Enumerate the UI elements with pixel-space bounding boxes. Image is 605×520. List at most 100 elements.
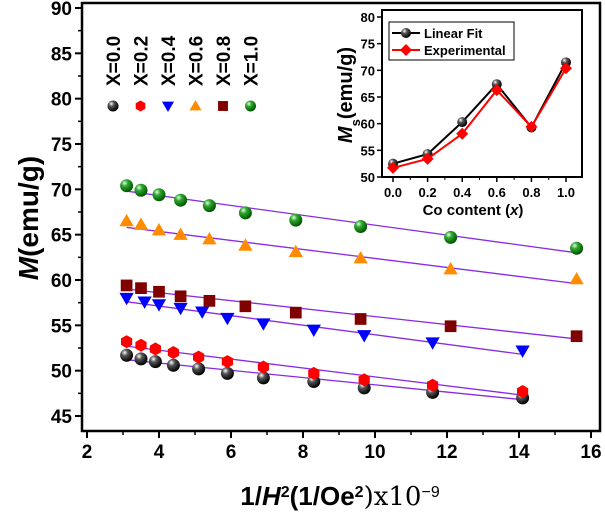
- y-tick-label: 50: [51, 362, 72, 383]
- inset-y-tick-label: 65: [361, 90, 375, 105]
- fit-line: [126, 359, 523, 401]
- data-point: [153, 285, 165, 298]
- inset-x-tick-label: 0.4: [453, 185, 472, 200]
- y-tick-label: 85: [51, 44, 73, 65]
- data-point: [151, 222, 167, 236]
- data-point: [357, 330, 372, 343]
- main-plot: 2 4 6 8 10 12 14 16455055606570758085901/H2(1/O…: [13, 0, 602, 512]
- fit-line: [126, 345, 523, 396]
- inset-y-tick-label: 70: [361, 63, 375, 78]
- inset-data-point: [421, 152, 434, 165]
- inset-x-tick-label: 0.8: [522, 185, 540, 200]
- x-tick-label: 14: [508, 442, 530, 463]
- inset-series-experimental: [387, 62, 572, 174]
- data-point: [443, 261, 458, 275]
- x-axis-label-part: 2: [281, 484, 290, 501]
- x-tick-label: 4: [154, 442, 165, 463]
- inset-x-axis-label-part: ): [518, 202, 523, 219]
- data-point: [149, 342, 161, 356]
- legend-label: X=0.2: [132, 36, 153, 86]
- legend-label: X=0.6: [187, 36, 208, 86]
- inset-y-axis-label-sub: s: [348, 119, 363, 126]
- data-point: [195, 306, 210, 319]
- data-point: [517, 385, 529, 398]
- y-tick-label: 55: [51, 316, 73, 337]
- data-point: [570, 330, 583, 343]
- data-point: [289, 306, 302, 319]
- plot-frame: [80, 1, 602, 433]
- inset-data-point: [490, 84, 503, 97]
- data-point: [135, 282, 147, 295]
- data-point: [238, 238, 253, 251]
- data-point: [444, 230, 458, 244]
- inset-series-line: [392, 67, 567, 169]
- fit-line: [126, 301, 523, 355]
- legend-marker: [161, 101, 175, 113]
- data-point: [220, 312, 235, 326]
- x-axis-label-part: (1/Oe: [290, 481, 355, 511]
- legend-marker: [218, 101, 228, 111]
- data-point: [137, 296, 152, 309]
- legend-marker: [107, 100, 119, 112]
- data-point: [289, 213, 303, 227]
- inset-plot: 0.0 0.2 0.4 0.6 0.8 1.0 50 55 60 65 70 75 80 Co conte…: [335, 9, 583, 219]
- data-point: [133, 217, 149, 230]
- x-tick-label: 2: [82, 442, 93, 463]
- x-tick-label: 10: [364, 442, 385, 463]
- inset-data-point: [525, 120, 538, 133]
- data-point: [135, 338, 147, 352]
- data-point: [148, 355, 162, 369]
- data-point: [354, 313, 367, 325]
- legend-marker: [135, 100, 146, 112]
- inset-data-point: [456, 127, 469, 140]
- data-point: [307, 375, 321, 389]
- data-point: [152, 188, 166, 202]
- data-point: [306, 324, 321, 338]
- data-point: [203, 294, 216, 307]
- data-point: [354, 219, 368, 233]
- inset-y-tick-label: 50: [361, 170, 375, 185]
- inset-legend-box: [388, 21, 515, 61]
- x-tick-label: 16: [580, 442, 601, 463]
- legend-marker: [189, 99, 202, 111]
- inset-y-axis-label-unit: (emu/g): [335, 47, 357, 119]
- inset-x-tick-label: 0.0: [384, 185, 402, 200]
- x-tick-label: 12: [436, 442, 457, 463]
- x-tick-label: 6: [226, 442, 237, 463]
- inset-data-point: [387, 161, 399, 174]
- inset-y-axis-label: Ms(emu/g): [335, 47, 363, 143]
- data-point: [256, 371, 270, 385]
- data-point: [202, 199, 216, 213]
- legend-label: X=0.8: [214, 36, 235, 86]
- data-point: [444, 320, 457, 333]
- data-point: [570, 241, 584, 255]
- y-tick-label: 75: [51, 135, 73, 156]
- x-axis-label-part: 1/: [240, 481, 262, 511]
- data-point: [357, 381, 371, 395]
- data-point: [167, 346, 179, 359]
- data-point: [120, 279, 133, 292]
- data-point: [151, 299, 167, 312]
- legend-label: X=0.4: [159, 35, 180, 86]
- inset-y-tick-label: 75: [361, 37, 375, 52]
- data-point: [427, 378, 439, 392]
- inset-y-tick-label: 80: [361, 10, 375, 25]
- data-point: [119, 292, 134, 306]
- data-point: [121, 335, 133, 349]
- data-point: [308, 366, 320, 380]
- inset-x-axis-label-part: x: [509, 202, 519, 219]
- x-axis-label-part: −9: [421, 484, 439, 501]
- data-point: [221, 355, 233, 369]
- x-axis-label: 1/H2(1/Oe2)x10−9: [240, 481, 440, 512]
- inset-data-point: [560, 62, 572, 75]
- data-point: [174, 193, 188, 207]
- data-point: [256, 318, 271, 331]
- data-point: [257, 360, 269, 374]
- data-point: [569, 271, 584, 285]
- data-point: [192, 362, 206, 376]
- fit-line: [126, 226, 577, 285]
- data-point: [425, 337, 440, 350]
- series-x-0-6: [119, 213, 584, 285]
- legend-marker: [245, 100, 256, 112]
